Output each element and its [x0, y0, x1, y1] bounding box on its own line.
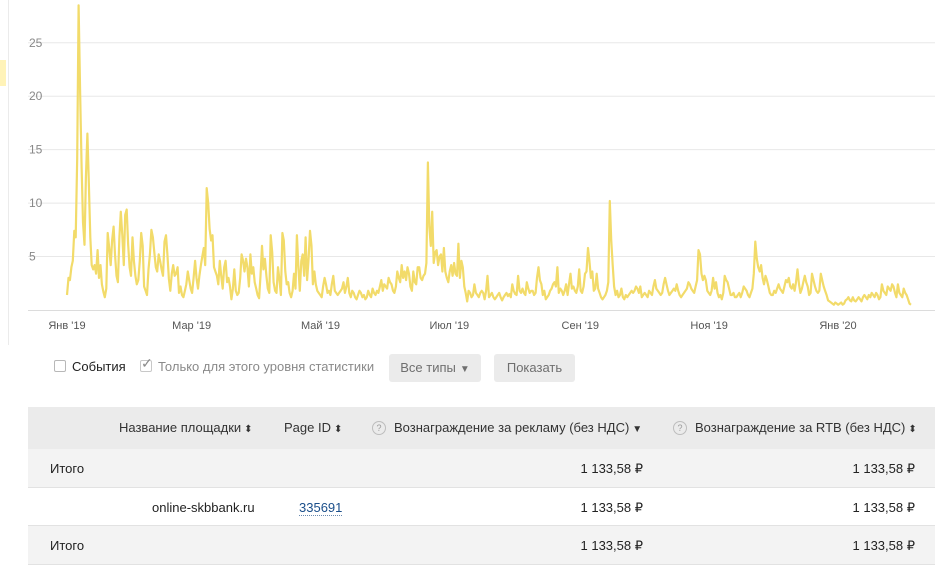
help-icon[interactable]: ? [372, 421, 386, 435]
header-rtb-reward[interactable]: ? Вознаграждение за RTB (без НДС) ⬍ [673, 420, 917, 438]
sort-icon: ⬍ [333, 424, 343, 435]
header-page-id-label: Page ID [284, 420, 331, 435]
sort-desc-icon: ▼ [632, 424, 643, 435]
x-tick-label: Июл '19 [429, 320, 469, 332]
x-tick-label: Янв '19 [48, 320, 85, 332]
sort-icon: ⬍ [908, 424, 917, 435]
header-site-name[interactable]: Название площадки ⬍ [119, 420, 253, 438]
sort-icon: ⬍ [244, 424, 253, 435]
x-tick-label: Май '19 [301, 320, 340, 332]
total-ad-reward: 1 133,58 ₽ [580, 538, 644, 553]
types-dropdown[interactable]: Все типы ▼ [389, 354, 481, 382]
header-rtb-reward-label: Вознаграждение за RTB (без НДС) [695, 420, 906, 435]
total-rtb-reward: 1 133,58 ₽ [852, 538, 916, 553]
chart-grid [28, 42, 935, 311]
checkmark-icon: ✓ [141, 355, 153, 371]
row-rtb-reward: 1 133,58 ₽ [852, 500, 916, 515]
chart-left-border [8, 0, 9, 345]
row-page-id-link[interactable]: 335691 [299, 500, 343, 516]
x-tick-label: Мар '19 [172, 320, 211, 332]
show-button-label: Показать [506, 360, 563, 375]
y-tick-label: 25 [29, 36, 43, 50]
chevron-down-icon: ▼ [459, 364, 470, 375]
y-axis-ticks: 5 10 15 20 25 [29, 36, 43, 264]
events-checkbox[interactable] [54, 360, 66, 372]
row-ad-reward: 1 133,58 ₽ [580, 500, 644, 515]
x-tick-label: Ноя '19 [690, 320, 727, 332]
row-site-name: online-skbbank.ru [152, 500, 255, 515]
chart-controls: События ✓ Только для этого уровня статис… [0, 352, 935, 384]
total-row: Итого 1 133,58 ₽ 1 133,58 ₽ [28, 449, 935, 488]
events-label[interactable]: События [72, 359, 126, 374]
table-header: Название площадки ⬍ Page ID ⬍ ? Вознагражде… [28, 407, 935, 449]
series-line [65, 4, 912, 306]
x-tick-label: Янв '20 [819, 320, 856, 332]
total-label: Итого [50, 538, 85, 553]
y-tick-label: 10 [29, 196, 43, 210]
total-rtb-reward: 1 133,58 ₽ [852, 461, 916, 476]
level-only-checkbox[interactable]: ✓ [140, 356, 153, 372]
y-tick-label: 5 [29, 250, 36, 264]
statistics-table: Название площадки ⬍ Page ID ⬍ ? Вознагражде… [28, 407, 935, 565]
total-row: Итого 1 133,58 ₽ 1 133,58 ₽ [28, 526, 935, 565]
total-label: Итого [50, 461, 85, 476]
help-icon[interactable]: ? [673, 421, 687, 435]
header-ad-reward[interactable]: ? Вознаграждение за рекламу (без НДС) ▼ [372, 420, 642, 438]
x-axis-ticks: Янв '19 Мар '19 Май '19 Июл '19 Сен '19 Ноя '… [48, 320, 856, 332]
page-id-link-text[interactable]: 335691 [299, 500, 343, 516]
show-button[interactable]: Показать [494, 354, 575, 382]
level-only-label[interactable]: Только для этого уровня статистики [158, 359, 375, 374]
side-tab-marker [0, 60, 6, 86]
header-page-id[interactable]: Page ID ⬍ [284, 420, 342, 438]
total-ad-reward: 1 133,58 ₽ [580, 461, 644, 476]
y-tick-label: 15 [29, 143, 43, 157]
header-site-name-label: Название площадки [119, 420, 242, 435]
statistics-chart: 5 10 15 20 25 Янв '19 Мар '19 Май '19 Июл '19 Се… [28, 4, 935, 332]
types-dropdown-label: Все типы [400, 360, 456, 375]
table-row: online-skbbank.ru 335691 1 133,58 ₽ 1 13… [28, 488, 935, 526]
y-tick-label: 20 [29, 89, 43, 103]
x-tick-label: Сен '19 [562, 320, 600, 332]
header-ad-reward-label: Вознаграждение за рекламу (без НДС) [394, 420, 630, 435]
